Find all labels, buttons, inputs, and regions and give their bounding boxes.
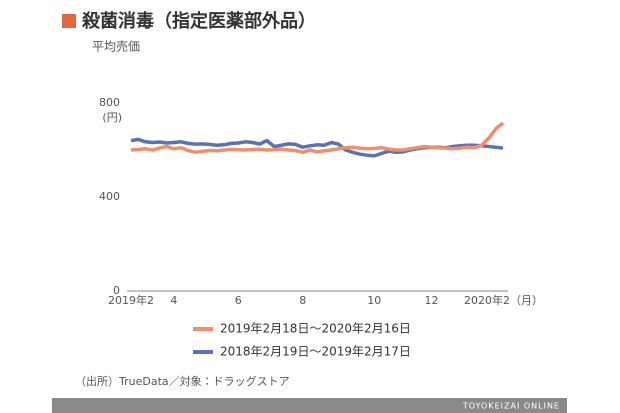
footer-bar: [52, 398, 567, 413]
legend-label: 2018年2月19日～2019年2月17日: [220, 345, 411, 359]
source: （出所）TrueData／対象：ドラッグストア: [75, 374, 290, 388]
x-tick-label: 10: [367, 294, 381, 307]
x-tick-label: 2020年2（月）: [464, 293, 543, 307]
x-tick-label: 6: [235, 294, 242, 307]
legend-label: 2019年2月18日～2020年2月16日: [220, 322, 411, 336]
chart-title: 殺菌消毒（指定医薬部外品）: [81, 10, 316, 32]
x-tick-label: 8: [299, 294, 306, 307]
x-tick-label: 4: [170, 294, 177, 307]
y-unit: (円): [102, 111, 122, 124]
series-line: [130, 121, 505, 155]
y-tick-label: 400: [99, 190, 120, 203]
y-tick-label: 0: [113, 284, 120, 297]
y-tick-label: 800: [99, 96, 120, 109]
x-tick-label: 2019年2: [108, 293, 154, 307]
x-tick-label: 12: [424, 294, 438, 307]
title-marker: [62, 14, 76, 28]
brand: TOYOKEIZAI ONLINE: [462, 402, 560, 411]
chart-subtitle: 平均売価: [92, 39, 140, 54]
